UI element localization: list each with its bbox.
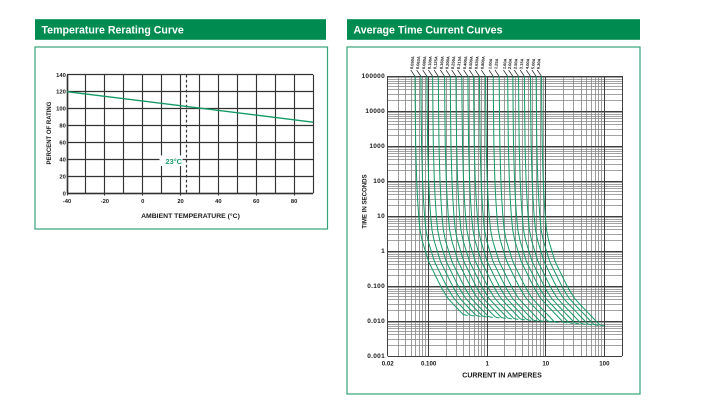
svg-text:0.02: 0.02 xyxy=(382,360,395,367)
svg-text:10000: 10000 xyxy=(365,108,385,115)
svg-text:1.25A: 1.25A xyxy=(493,58,499,69)
svg-text:40: 40 xyxy=(59,158,65,164)
svg-text:20: 20 xyxy=(177,199,183,205)
svg-text:-40: -40 xyxy=(63,199,71,205)
svg-text:10: 10 xyxy=(542,360,549,367)
svg-text:0.800A: 0.800A xyxy=(480,56,486,70)
svg-text:0.001: 0.001 xyxy=(367,353,385,360)
svg-text:0.063A: 0.063A xyxy=(415,56,421,70)
svg-text:23°C: 23°C xyxy=(165,157,182,166)
svg-text:AMBIENT TEMPERATURE (°C): AMBIENT TEMPERATURE (°C) xyxy=(141,212,240,220)
svg-text:TIME IN SECONDS: TIME IN SECONDS xyxy=(362,174,369,228)
svg-text:1.00A: 1.00A xyxy=(487,58,493,69)
svg-text:0.080A: 0.080A xyxy=(421,56,427,70)
svg-text:0.315A: 0.315A xyxy=(456,56,462,70)
svg-text:PERCENT OF RATING: PERCENT OF RATING xyxy=(47,101,53,164)
svg-text:0.125A: 0.125A xyxy=(432,56,438,70)
svg-text:1: 1 xyxy=(381,248,385,255)
svg-text:3.15A: 3.15A xyxy=(518,58,524,69)
svg-text:1000: 1000 xyxy=(369,143,385,150)
svg-text:0: 0 xyxy=(63,191,66,197)
svg-text:0.500A: 0.500A xyxy=(468,56,474,70)
svg-text:0: 0 xyxy=(141,199,144,205)
svg-text:10: 10 xyxy=(377,213,385,220)
svg-text:0.250A: 0.250A xyxy=(450,56,456,70)
svg-text:100: 100 xyxy=(56,107,66,113)
svg-text:0.100: 0.100 xyxy=(367,283,385,290)
svg-text:100000: 100000 xyxy=(362,73,386,80)
svg-text:100: 100 xyxy=(373,178,385,185)
svg-text:80: 80 xyxy=(291,199,297,205)
svg-text:40: 40 xyxy=(215,199,221,205)
svg-text:6.30A: 6.30A xyxy=(536,58,542,69)
svg-text:Temperature Rerating Curve: Temperature Rerating Curve xyxy=(42,24,184,36)
svg-text:0.050A: 0.050A xyxy=(409,56,415,70)
svg-text:80: 80 xyxy=(59,124,65,130)
svg-text:2.50A: 2.50A xyxy=(513,58,519,69)
svg-text:4.00A: 4.00A xyxy=(524,58,530,69)
svg-text:-20: -20 xyxy=(101,199,109,205)
svg-text:120: 120 xyxy=(56,90,66,96)
svg-text:0.100A: 0.100A xyxy=(427,56,433,70)
svg-text:0.010: 0.010 xyxy=(367,318,385,325)
svg-text:0.630A: 0.630A xyxy=(473,56,479,70)
svg-text:Average Time Current Curves: Average Time Current Curves xyxy=(354,24,503,36)
svg-text:5.00A: 5.00A xyxy=(530,58,536,69)
svg-text:0.160A: 0.160A xyxy=(439,56,445,70)
svg-text:20: 20 xyxy=(59,174,65,180)
svg-text:60: 60 xyxy=(253,199,259,205)
svg-text:100: 100 xyxy=(599,360,610,367)
svg-text:60: 60 xyxy=(59,141,65,147)
svg-text:CURRENT IN AMPERES: CURRENT IN AMPERES xyxy=(462,372,542,379)
svg-text:0.100: 0.100 xyxy=(421,360,437,367)
svg-text:0.200A: 0.200A xyxy=(444,56,450,70)
svg-text:140: 140 xyxy=(56,73,66,79)
svg-text:0.400A: 0.400A xyxy=(462,56,468,70)
svg-text:1.60A: 1.60A xyxy=(502,58,508,69)
svg-text:2.00A: 2.00A xyxy=(507,58,513,69)
svg-text:1: 1 xyxy=(486,360,490,367)
